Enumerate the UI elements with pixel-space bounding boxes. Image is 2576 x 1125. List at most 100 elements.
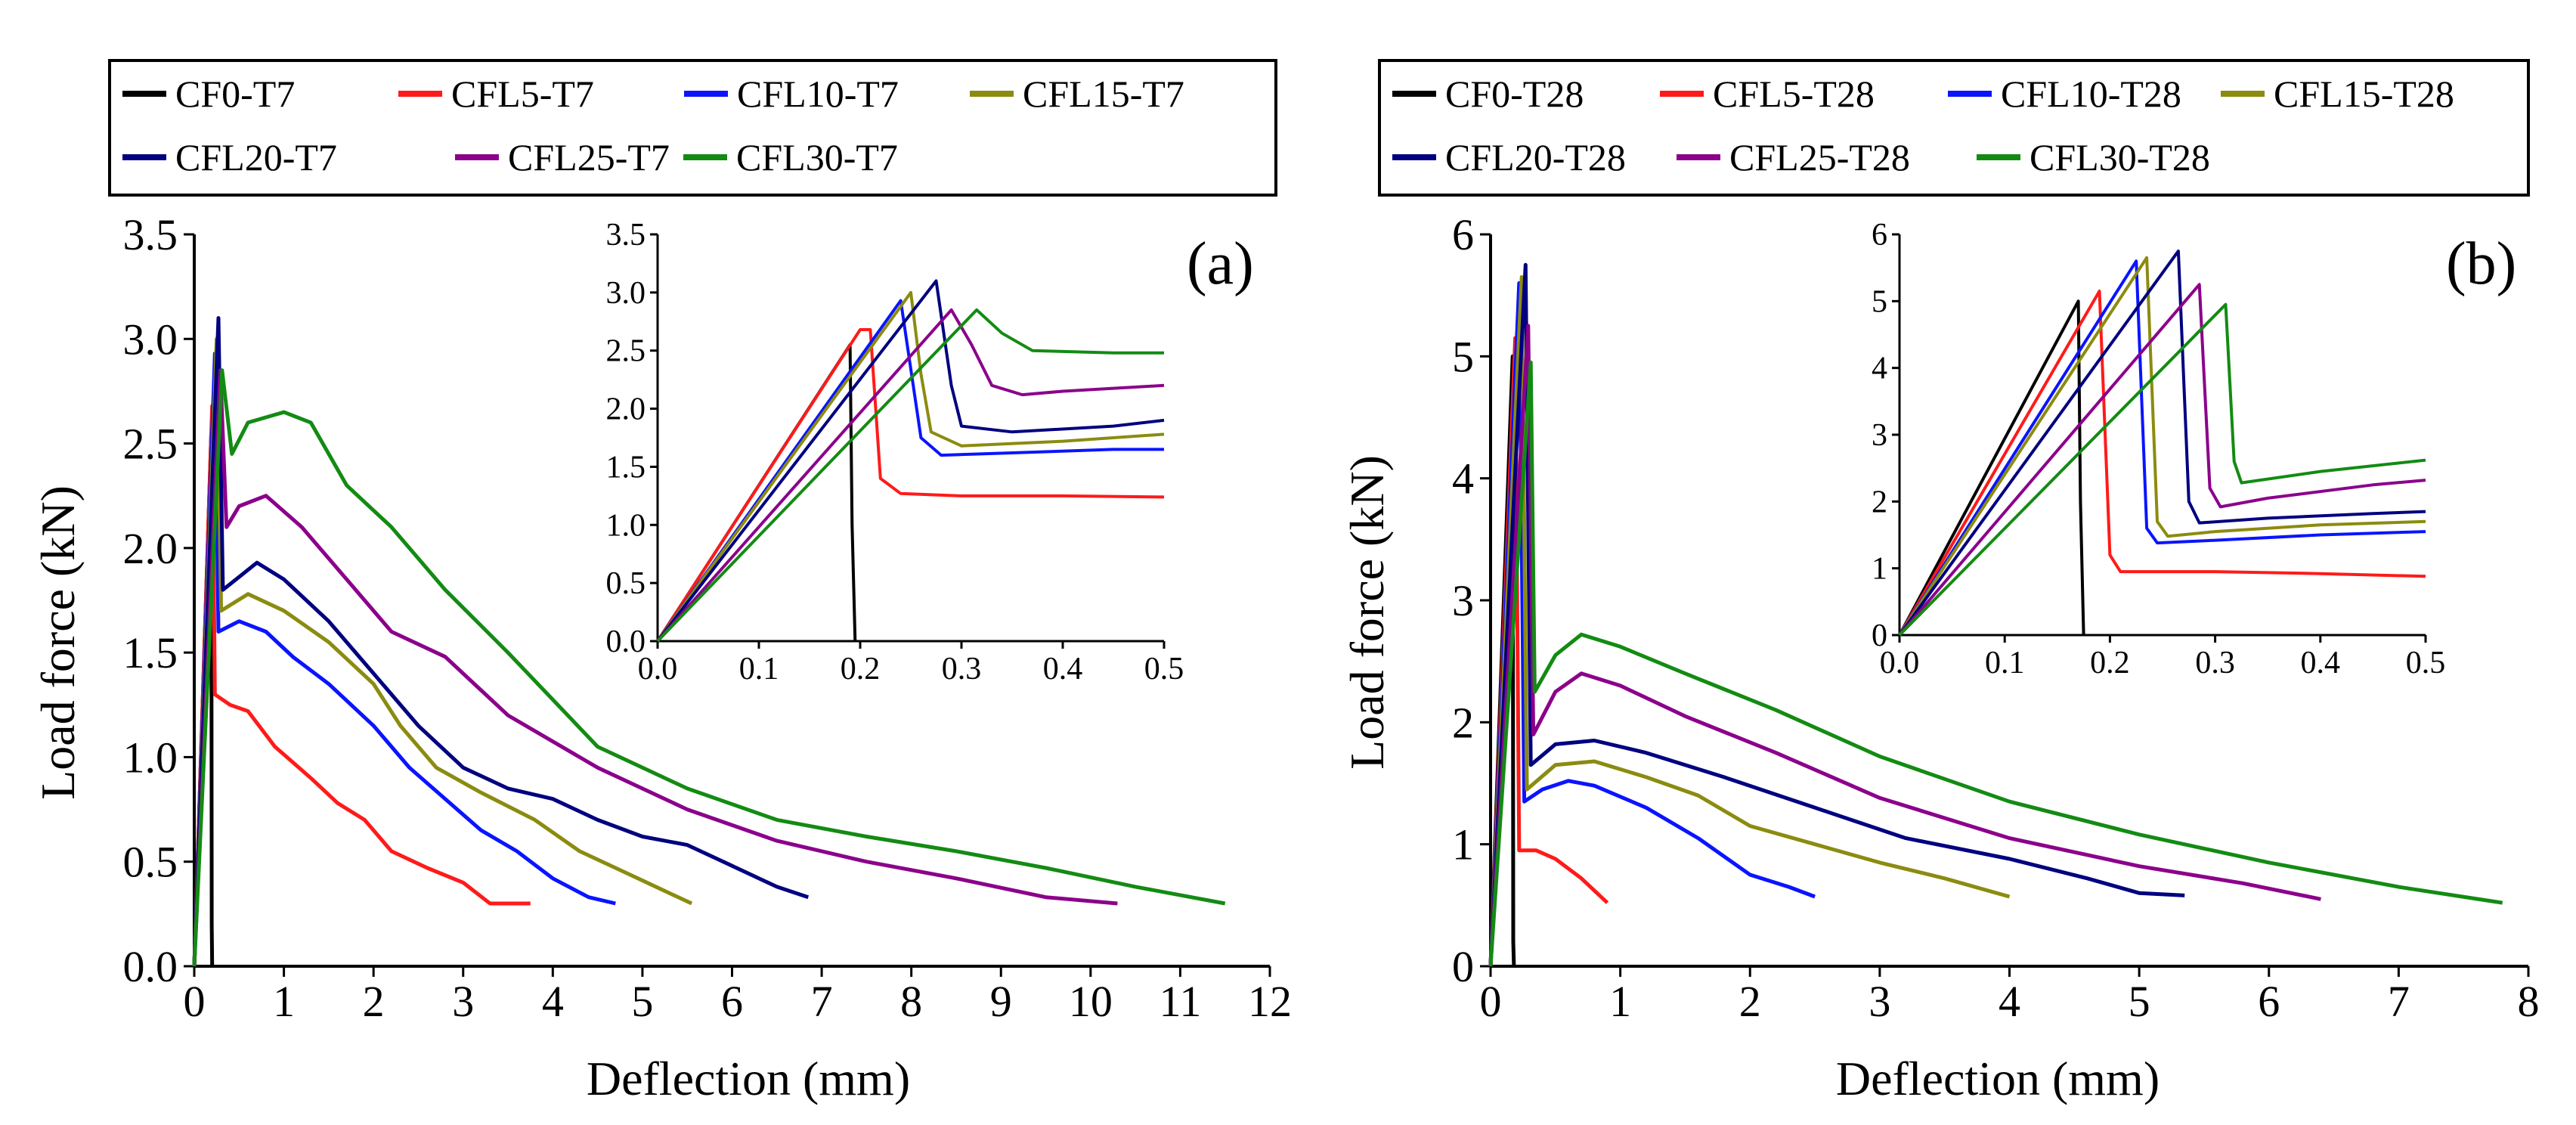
y-axis-title-a: Load force (kN) [31,485,85,800]
main-b-x-tick-label: 5 [2129,977,2150,1026]
plot-a: 0 1 2 3 4 5 6 7 8 9 10 11 120.00.51.01.52.02.53.03.5 [123,210,1293,1026]
inset-b-series-CFL5-T28 [1898,290,2426,637]
main-a-x-tick-label: 4 [542,977,564,1026]
inset-b-x-tick-label: 0.2 [2090,646,2130,680]
main-b-x-tick-label: 6 [2258,977,2280,1026]
legend-label: CFL5-T28 [1713,73,1875,115]
inset-a-x-tick-label: 0.2 [841,652,881,686]
inset-a-y-tick-label: 1.5 [606,450,646,485]
main-a-x-tick-label: 1 [273,977,295,1026]
inset-a-series-CFL5-T7 [656,328,1165,643]
main-a-x-tick-label: 7 [811,977,833,1026]
main-a-series-CFL15-T7 [192,336,693,967]
main-b-y-tick-label: 6 [1452,210,1474,259]
legend-a-box [108,59,1277,197]
main-a-x-tick-label: 12 [1248,977,1292,1026]
main-a-y-tick-label: 3.0 [123,315,178,364]
main-a-y-tick-label: 2.0 [123,524,178,573]
main-b-x-tick-label: 8 [2518,977,2540,1026]
inset-b-y-tick-label: 3 [1872,418,1887,453]
inset-b-y-tick-label: 4 [1872,352,1887,386]
inset-b-x-tick-label: 0.4 [2301,646,2341,680]
inset-b-y-tick-label: 6 [1872,218,1887,253]
inset-b-x-tick-label: 0.3 [2195,646,2235,680]
legend-label: CFL10-T7 [737,73,899,115]
x-axis-title-b: Deflection (mm) [1836,1052,2160,1105]
legend-label: CFL20-T28 [1445,136,1626,178]
main-a-x-tick-label: 3 [452,977,474,1026]
inset-a-y-tick-label: 2.5 [606,334,646,369]
main-b-series-CFL15-T28 [1488,275,2011,967]
main-a-series-CFL20-T7 [192,316,810,967]
main-b-series-CFL20-T28 [1488,262,2185,967]
legend-label: CFL5-T7 [451,73,594,115]
legend-a: CF0-T7 CFL5-T7 CFL10-T7 CFL15-T7 CFL20-T7 CFL… [122,73,1184,178]
x-axis-title-a: Deflection (mm) [587,1052,910,1105]
main-b-x-tick-label: 3 [1869,977,1890,1026]
inset-a-series-CFL10-T7 [656,299,1164,643]
legend-label: CFL10-T28 [2001,73,2181,115]
main-b-series-CFL30-T28 [1488,360,2503,967]
inset-a-x-tick-label: 0.1 [739,652,779,686]
main-b-y-tick-label: 1 [1452,820,1474,869]
main-a-y-tick-label: 2.5 [123,420,178,469]
main-a-x-tick-label: 2 [363,977,385,1026]
legend-label: CFL20-T7 [175,136,337,178]
plot-b: 0 1 2 3 4 5 6 7 8 0 1 2 3 4 5 6 [1452,210,2540,1026]
main-b-x-tick-label: 1 [1609,977,1631,1026]
legend-label: CF0-T7 [175,73,295,115]
inset-a-y-tick-label: 0.5 [606,566,646,601]
main-b-series-CFL25-T28 [1488,324,2321,967]
inset-a-y-tick-label: 3.5 [606,218,646,253]
legend-b-box [1378,59,2530,197]
legend-label: CF0-T28 [1445,73,1584,115]
panel-label-b: (b) [2446,231,2516,297]
panel-b: CF0-T28 CFL5-T28 CFL10-T28 CFL15-T28 CFL20-T… [1340,59,2540,1105]
main-b-y-tick-label: 5 [1452,332,1474,381]
main-a-x-tick-label: 6 [721,977,743,1026]
main-a-series-CFL5-T7 [192,404,531,967]
inset-a-series-CFL30-T7 [656,308,1164,643]
inset-a-x-tick-label: 0.5 [1144,652,1184,686]
inset-a-x-tick-label: 0.0 [638,652,678,686]
legend-label: CFL15-T7 [1023,73,1184,115]
main-a-y-tick-label: 3.5 [123,210,178,259]
main-a-y-tick-label: 1.0 [123,733,178,782]
inset-a-x-tick-label: 0.4 [1043,652,1083,686]
inset-b-y-tick-label: 2 [1872,485,1887,519]
legend-label: CFL30-T28 [2030,136,2210,178]
inset-a-y-tick-label: 0.0 [606,624,646,659]
inset-b-series-CFL20-T28 [1898,249,2426,637]
inset-b-y-tick-label: 0 [1872,618,1887,653]
legend-label: CFL30-T7 [736,136,898,178]
main-b-x-tick-label: 2 [1739,977,1761,1026]
main-b-y-tick-label: 3 [1452,576,1474,625]
inset-b-series-CFL15-T28 [1898,256,2426,637]
inset-a-series-CFL15-T7 [656,290,1165,643]
inset-a-series-CFL20-T7 [656,279,1165,643]
inset-b-x-tick-label: 0.0 [1880,646,1920,680]
main-a-x-tick-label: 9 [990,977,1012,1026]
main-b-y-tick-label: 0 [1452,942,1474,991]
main-a-x-tick-label: 10 [1069,977,1113,1026]
main-a-x-tick-label: 11 [1159,977,1201,1026]
inset-b-series-CFL30-T28 [1898,302,2426,637]
main-a-x-tick-label: 8 [900,977,922,1026]
main-a-y-tick-label: 1.5 [123,628,178,677]
inset-b-series-CFL10-T28 [1898,259,2426,637]
main-a-y-tick-label: 0.0 [123,942,178,991]
inset-b-series-CFL25-T28 [1898,283,2426,637]
inset-a-y-tick-label: 1.0 [606,508,646,543]
inset-a-y-tick-label: 2.0 [606,392,646,427]
legend-label: CFL15-T28 [2274,73,2454,115]
inset-a-y-tick-label: 3.0 [606,276,646,311]
y-axis-title-b: Load force (kN) [1340,455,1394,770]
inset-b-y-tick-label: 5 [1872,284,1887,319]
main-a-x-tick-label: 5 [631,977,653,1026]
inset-b-x-tick-label: 0.1 [1985,646,2025,680]
inset-b-x-tick-label: 0.5 [2406,646,2446,680]
main-b-y-tick-label: 2 [1452,698,1474,747]
main-a-series-CFL30-T7 [192,368,1226,967]
inset-a-series-CFL25-T7 [656,308,1165,643]
